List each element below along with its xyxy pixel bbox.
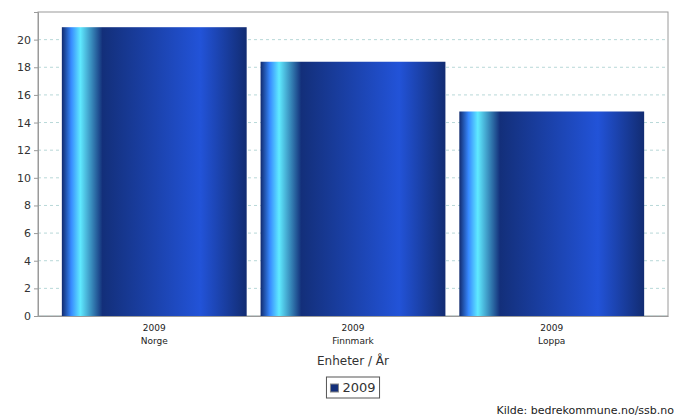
y-tick-mark — [34, 316, 38, 317]
y-tick: 18 — [17, 61, 38, 74]
y-tick-mark — [34, 123, 38, 124]
x-axis-line — [39, 316, 669, 317]
x-tick: 2009 Norge — [141, 316, 168, 346]
y-tick: 4 — [24, 255, 38, 268]
y-tick-label: 20 — [17, 34, 31, 47]
y-tick-mark — [34, 205, 38, 206]
y-tick-mark — [34, 261, 38, 262]
bars — [62, 27, 644, 316]
y-tick-label: 10 — [17, 172, 31, 185]
plot-frame — [38, 12, 668, 316]
y-tick-label: 6 — [24, 227, 31, 240]
y-tick-label: 8 — [24, 199, 31, 212]
y-tick: 6 — [24, 227, 38, 240]
y-tick: 2 — [24, 282, 38, 295]
y-tick: 14 — [17, 117, 38, 130]
y-tick-label: 2 — [24, 282, 31, 295]
source-note: Kilde: bedrekommune.no/ssb.no — [497, 404, 675, 417]
legend-item: 2009 — [330, 380, 375, 395]
legend-label: 2009 — [342, 380, 375, 395]
x-axis-title: Enheter / År — [317, 353, 389, 368]
y-tick-mark — [34, 178, 38, 179]
bar — [62, 27, 247, 316]
chart: 024681012141618202009Norge2009Finnmark20… — [0, 0, 680, 420]
y-tick-label: 18 — [17, 61, 31, 74]
x-tick: 2009 Loppa — [538, 316, 565, 346]
x-tick-label-line: Finnmark — [332, 336, 374, 346]
bar — [459, 111, 644, 316]
y-tick: 8 — [24, 199, 38, 212]
x-tick-label-line: Norge — [141, 336, 168, 346]
y-tick: 16 — [17, 89, 38, 102]
y-tick-label: 14 — [17, 117, 31, 130]
legend-swatch — [330, 384, 338, 392]
y-tick-mark — [34, 40, 38, 41]
x-tick-label: 2009 Finnmark — [332, 323, 374, 346]
y-tick: 20 — [17, 34, 38, 47]
legend: 2009 — [326, 377, 379, 398]
x-tick-label-line: 2009 — [143, 323, 166, 333]
x-tick: 2009 Finnmark — [332, 316, 374, 346]
x-axis: 2009 Norge 2009 Finnmark 2009 Loppa — [39, 316, 669, 346]
y-tick-mark — [34, 95, 38, 96]
y-tick-label: 16 — [17, 89, 31, 102]
y-tick: 12 — [17, 144, 38, 157]
x-tick-label-line: 2009 — [540, 323, 563, 333]
y-axis: 0 2 4 6 8 10 12 14 16 18 20 — [17, 13, 39, 324]
y-tick: 10 — [17, 172, 38, 185]
y-tick-label: 4 — [24, 255, 31, 268]
legend-box — [326, 377, 379, 398]
y-tick-mark — [34, 150, 38, 151]
y-tick: 0 — [24, 310, 38, 323]
plot: 024681012141618202009Norge2009Finnmark20… — [17, 12, 669, 346]
y-tick-mark — [34, 233, 38, 234]
x-tick-label: 2009 Norge — [141, 323, 168, 346]
x-tick-label: 2009 Loppa — [538, 323, 565, 346]
y-axis-line — [34, 13, 39, 317]
y-tick-label: 0 — [24, 310, 31, 323]
y-tick-mark — [34, 288, 38, 289]
y-tick-mark — [34, 67, 38, 68]
y-tick-label: 12 — [17, 144, 31, 157]
x-tick-label-line: Loppa — [538, 336, 565, 346]
bar — [261, 62, 446, 316]
x-tick-label-line: 2009 — [342, 323, 365, 333]
